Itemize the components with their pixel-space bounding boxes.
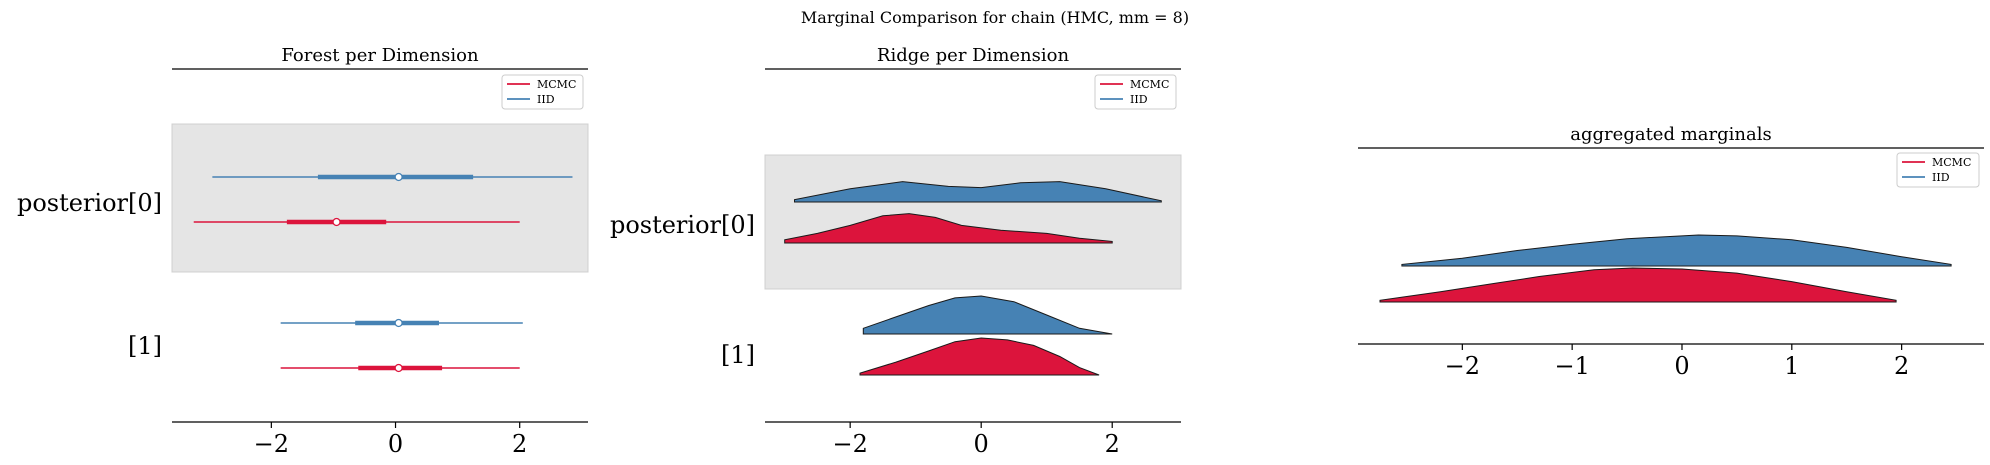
x-ticks: −2 −1 0 1 2 — [1445, 344, 1909, 380]
x-tick-label: −2 — [254, 430, 289, 458]
ridge-panel-title: Ridge per Dimension — [877, 45, 1070, 66]
forest-panel-title: Forest per Dimension — [281, 45, 479, 66]
forest-panel: Forest per Dimension −2 0 2 posterior[0] [… — [17, 45, 589, 458]
x-tick-label: −2 — [1445, 352, 1480, 380]
x-tick-label: 2 — [1894, 352, 1909, 380]
x-tick-label: 0 — [388, 430, 403, 458]
legend-iid-label: IID — [1130, 93, 1148, 106]
row-label-1: [1] — [721, 341, 755, 369]
forest-median-point — [394, 363, 403, 373]
highlight-band — [171, 123, 589, 273]
forest-marks — [193, 172, 573, 373]
legend: MCMC IID — [1896, 152, 1980, 188]
row-label-posterior0: posterior[0] — [17, 189, 162, 217]
ridge-mcmc-row-0 — [784, 213, 1113, 244]
ridge-iid-row-1 — [862, 295, 1113, 335]
legend: MCMC IID — [1094, 74, 1177, 110]
highlight-band — [764, 154, 1182, 290]
x-ticks: −2 0 2 — [832, 422, 1120, 458]
aggregated-iid-density — [1401, 234, 1952, 267]
aggregated-marks — [1379, 234, 1952, 303]
x-tick-label: −2 — [832, 430, 867, 458]
aggregated-panel-title: aggregated marginals — [1570, 124, 1771, 145]
x-tick-label: 0 — [974, 430, 989, 458]
ridge-iid-row-0 — [794, 181, 1162, 203]
legend: MCMC IID — [501, 74, 584, 110]
figure-suptitle: Marginal Comparison for chain (HMC, mm =… — [801, 8, 1189, 27]
x-tick-label: 2 — [512, 430, 527, 458]
legend-mcmc-label: MCMC — [1932, 156, 1971, 169]
row-label-1: [1] — [128, 332, 162, 360]
x-tick-label: −1 — [1554, 352, 1589, 380]
x-ticks: −2 0 2 — [254, 422, 527, 458]
legend-iid-label: IID — [1932, 171, 1950, 184]
forest-median-point — [394, 318, 403, 328]
x-tick-label: 0 — [1674, 352, 1689, 380]
x-tick-label: 2 — [1105, 430, 1120, 458]
aggregated-panel: aggregated marginals −2 −1 0 1 2 MCMC IID — [1358, 124, 1984, 380]
forest-median-point — [332, 217, 341, 227]
legend-iid-label: IID — [537, 93, 555, 106]
legend-mcmc-label: MCMC — [537, 78, 576, 91]
ridge-panel: Ridge per Dimension −2 0 2 posterior[0] [1… — [610, 45, 1182, 458]
row-label-posterior0: posterior[0] — [610, 211, 755, 239]
aggregated-mcmc-density — [1379, 267, 1897, 303]
x-tick-label: 1 — [1784, 352, 1799, 380]
forest-median-point — [394, 172, 403, 182]
ridge-mcmc-row-1 — [859, 337, 1100, 376]
legend-mcmc-label: MCMC — [1130, 78, 1169, 91]
ridge-marks — [784, 181, 1162, 376]
